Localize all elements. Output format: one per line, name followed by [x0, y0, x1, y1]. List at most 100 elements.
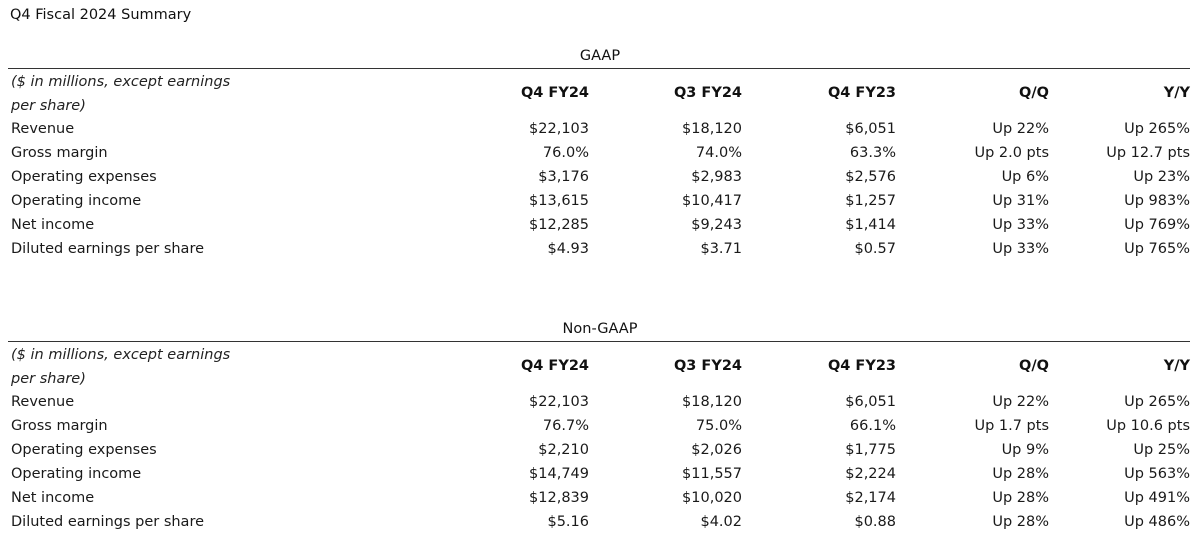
column-header-qq: Q/Q: [1019, 358, 1049, 374]
value-q4-fy23: 63.3%: [849, 145, 896, 161]
value-q3-fy24: 74.0%: [695, 145, 742, 161]
row-label: Revenue: [11, 394, 75, 410]
value-q3-fy24: $4.02: [700, 514, 742, 530]
row-label: Revenue: [11, 121, 75, 137]
value-q3-fy24: $10,020: [682, 490, 742, 506]
value-q4-fy24: $12,285: [529, 217, 589, 233]
value-yy: Up 983%: [1124, 193, 1190, 209]
column-header-q4-fy23: Q4 FY23: [827, 85, 896, 101]
value-q4-fy23: $2,174: [845, 490, 896, 506]
column-header-yy: Y/Y: [1163, 85, 1190, 101]
value-yy: Up 563%: [1124, 466, 1190, 482]
section-heading: GAAP: [579, 48, 621, 64]
value-yy: Up 769%: [1124, 217, 1190, 233]
value-yy: Up 23%: [1133, 169, 1190, 185]
table-row: Net income $12,285 $9,243 $1,414 Up 33% …: [0, 213, 1202, 237]
column-header-q3-fy24: Q3 FY24: [673, 358, 742, 374]
value-qq: Up 1.7 pts: [974, 418, 1049, 434]
value-q3-fy24: $11,557: [682, 466, 742, 482]
value-q4-fy23: $6,051: [845, 121, 896, 137]
unit-note: ($ in millions, except earnings per shar…: [11, 347, 231, 387]
value-q4-fy24: $4.93: [547, 241, 589, 257]
value-qq: Up 22%: [992, 121, 1049, 137]
value-yy: Up 12.7 pts: [1106, 145, 1190, 161]
row-label: Gross margin: [11, 145, 108, 161]
section-rule: [8, 68, 1190, 69]
value-q3-fy24: $9,243: [691, 217, 742, 233]
value-qq: Up 9%: [1001, 442, 1049, 458]
table-row: Operating expenses $2,210 $2,026 $1,775 …: [0, 438, 1202, 462]
value-yy: Up 765%: [1124, 241, 1190, 257]
value-q4-fy24: 76.0%: [542, 145, 589, 161]
table-row: Diluted earnings per share $5.16 $4.02 $…: [0, 510, 1202, 534]
value-qq: Up 33%: [992, 217, 1049, 233]
value-q3-fy24: $3.71: [700, 241, 742, 257]
table-row: Revenue $22,103 $18,120 $6,051 Up 22% Up…: [0, 117, 1202, 141]
section-rule: [8, 341, 1190, 342]
column-header-q4-fy24: Q4 FY24: [520, 85, 589, 101]
value-qq: Up 2.0 pts: [974, 145, 1049, 161]
value-q4-fy23: $2,224: [845, 466, 896, 482]
value-q4-fy23: $1,414: [845, 217, 896, 233]
value-qq: Up 28%: [992, 490, 1049, 506]
value-yy: Up 265%: [1124, 394, 1190, 410]
table-row: Revenue $22,103 $18,120 $6,051 Up 22% Up…: [0, 390, 1202, 414]
column-header-q3-fy24: Q3 FY24: [673, 85, 742, 101]
table-row: Gross margin 76.7% 75.0% 66.1% Up 1.7 pt…: [0, 414, 1202, 438]
value-yy: Up 10.6 pts: [1106, 418, 1190, 434]
value-q3-fy24: 75.0%: [695, 418, 742, 434]
column-header-yy: Y/Y: [1163, 358, 1190, 374]
value-q4-fy23: $2,576: [845, 169, 896, 185]
value-q4-fy23: $0.57: [854, 241, 896, 257]
row-label: Operating income: [11, 466, 142, 482]
value-q3-fy24: $2,026: [691, 442, 742, 458]
column-header-q4-fy23: Q4 FY23: [827, 358, 896, 374]
value-q4-fy23: $1,257: [845, 193, 896, 209]
column-header-qq: Q/Q: [1019, 85, 1049, 101]
value-yy: Up 25%: [1133, 442, 1190, 458]
table-row: Operating income $13,615 $10,417 $1,257 …: [0, 189, 1202, 213]
value-qq: Up 33%: [992, 241, 1049, 257]
value-qq: Up 31%: [992, 193, 1049, 209]
value-q3-fy24: $18,120: [682, 394, 742, 410]
value-qq: Up 28%: [992, 514, 1049, 530]
value-qq: Up 28%: [992, 466, 1049, 482]
row-label: Net income: [11, 217, 95, 233]
unit-note: ($ in millions, except earnings per shar…: [11, 74, 231, 114]
value-q4-fy24: $13,615: [529, 193, 589, 209]
value-yy: Up 265%: [1124, 121, 1190, 137]
value-qq: Up 6%: [1001, 169, 1049, 185]
value-q4-fy24: $14,749: [529, 466, 589, 482]
value-q4-fy24: $2,210: [538, 442, 589, 458]
value-q4-fy23: $0.88: [854, 514, 896, 530]
section-heading: Non-GAAP: [562, 321, 638, 337]
value-q4-fy23: $6,051: [845, 394, 896, 410]
table-row: Gross margin 76.0% 74.0% 63.3% Up 2.0 pt…: [0, 141, 1202, 165]
row-label: Gross margin: [11, 418, 108, 434]
value-qq: Up 22%: [992, 394, 1049, 410]
table-row: Diluted earnings per share $4.93 $3.71 $…: [0, 237, 1202, 261]
row-label: Operating income: [11, 193, 142, 209]
value-q3-fy24: $2,983: [691, 169, 742, 185]
table-row: Net income $12,839 $10,020 $2,174 Up 28%…: [0, 486, 1202, 510]
row-label: Diluted earnings per share: [11, 514, 205, 530]
value-yy: Up 486%: [1124, 514, 1190, 530]
value-q4-fy24: $22,103: [529, 394, 589, 410]
value-q3-fy24: $10,417: [682, 193, 742, 209]
row-label: Net income: [11, 490, 95, 506]
table-row: Operating income $14,749 $11,557 $2,224 …: [0, 462, 1202, 486]
page-title: Q4 Fiscal 2024 Summary: [10, 7, 192, 23]
value-q4-fy23: 66.1%: [849, 418, 896, 434]
value-q4-fy24: $22,103: [529, 121, 589, 137]
row-label: Operating expenses: [11, 442, 157, 458]
column-header-q4-fy24: Q4 FY24: [520, 358, 589, 374]
value-q4-fy24: $3,176: [538, 169, 589, 185]
table-row: Operating expenses $3,176 $2,983 $2,576 …: [0, 165, 1202, 189]
row-label: Diluted earnings per share: [11, 241, 205, 257]
value-q4-fy24: $12,839: [529, 490, 589, 506]
value-q4-fy24: $5.16: [547, 514, 589, 530]
value-q4-fy24: 76.7%: [542, 418, 589, 434]
value-yy: Up 491%: [1124, 490, 1190, 506]
row-label: Operating expenses: [11, 169, 157, 185]
value-q3-fy24: $18,120: [682, 121, 742, 137]
